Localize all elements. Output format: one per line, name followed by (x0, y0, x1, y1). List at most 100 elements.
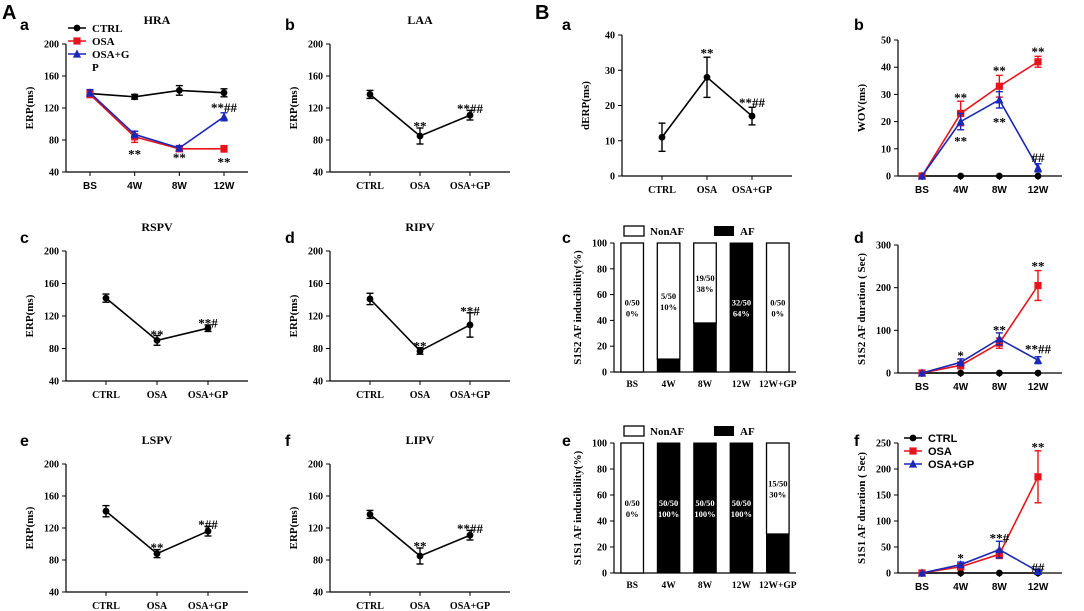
legend-marker (909, 434, 917, 442)
x-tick-label: 12W (732, 380, 752, 390)
data-point (131, 93, 139, 101)
x-tick-label: 8W (172, 181, 188, 192)
y-tick-label: 250 (876, 439, 891, 450)
x-tick-label: OSA+GP (188, 601, 228, 611)
significance-label: ## (1032, 150, 1046, 165)
significance-label: ** (1032, 258, 1045, 273)
x-tick-label: 12W+GP (759, 380, 797, 390)
bar-label-percent: 30% (769, 490, 786, 500)
bar-af (766, 533, 790, 574)
significance-label: **## (457, 101, 484, 116)
significance-label: ** (151, 327, 164, 342)
legend-swatch-af (714, 226, 734, 236)
y-tick-label: 0 (886, 369, 891, 380)
bar-nonaf (693, 242, 717, 324)
significance-label: ** (414, 539, 427, 554)
x-tick-label: OSA (410, 601, 431, 611)
significance-label: ** (173, 150, 186, 165)
panel-label: c (20, 230, 29, 247)
data-point (748, 112, 756, 120)
x-tick-label: 4W (661, 380, 676, 390)
data-point (102, 294, 110, 302)
bar-label-count: 50/50 (732, 498, 751, 508)
panel-label: e (562, 433, 571, 450)
data-point (1033, 163, 1043, 172)
data-point (1034, 369, 1042, 377)
significance-label: ** (414, 338, 427, 353)
significance-label: *## (198, 517, 218, 532)
y-axis-label: ERP(ms) (288, 506, 300, 549)
y-tick-label: 80 (313, 344, 323, 355)
significance-label: * (957, 348, 964, 363)
significance-label: ** (954, 134, 967, 149)
data-point (995, 545, 1004, 554)
legend-swatch-nonaf (623, 225, 645, 237)
y-tick-label: 40 (597, 316, 607, 327)
panel-label: d (854, 230, 864, 247)
y-tick-label: 200 (308, 247, 323, 258)
x-tick-label: CTRL (356, 390, 384, 401)
series-line (921, 98, 1039, 177)
bar-label-count: 0/50 (625, 498, 640, 508)
legend-marker (72, 49, 82, 58)
y-axis-label: S1S2 AF inducibility(%) (572, 250, 584, 365)
y-tick-label: 200 (876, 283, 891, 294)
y-tick-label: 100 (592, 239, 607, 250)
significance-label: ** (954, 90, 967, 105)
x-tick-label: 4W (661, 581, 676, 591)
chart-title: LIPV (406, 433, 435, 447)
data-point (917, 171, 927, 180)
bar-label-count: 50/50 (659, 498, 678, 508)
y-tick-label: 0 (886, 569, 891, 580)
chart-a-e: e LSPV 40 80 120 160 200 ERP(ms) CTRL OSA OSA+GP **… (20, 433, 248, 611)
data-point (219, 112, 229, 121)
data-point (703, 73, 711, 81)
x-tick-label: CTRL (648, 185, 676, 196)
legend-label: CTRL (92, 23, 123, 35)
x-tick-label: 12W (214, 181, 235, 192)
y-tick-label: 120 (308, 104, 323, 115)
data-point (995, 569, 1003, 577)
bar-label-percent: 100% (731, 509, 752, 519)
chart-a-f: f LIPV 40 80 120 160 200 ERP(ms) CTRL OSA OSA+GP **… (285, 433, 510, 611)
x-tick-label: OSA+GP (450, 601, 490, 611)
x-tick-label: CTRL (92, 390, 120, 401)
y-tick-label: 120 (44, 524, 59, 535)
bar-af (656, 358, 681, 373)
bar-label-percent: 0% (626, 309, 639, 319)
chart-a-a: a HRA 40 80 120 160 200 ERP(ms) BS 4W 8W 12W ** ** **#… (20, 13, 248, 192)
x-tick-label: 8W (992, 185, 1008, 196)
x-tick-label: 8W (698, 380, 713, 390)
chart-title: LAA (407, 13, 433, 27)
data-point (220, 145, 228, 153)
bar-af (729, 242, 754, 373)
x-tick-label: BS (915, 582, 929, 593)
data-point (956, 357, 965, 366)
y-tick-label: 120 (44, 312, 59, 323)
x-tick-label: 4W (127, 181, 143, 192)
data-point (1034, 473, 1042, 481)
y-tick-label: 100 (876, 517, 891, 528)
y-tick-label: 100 (876, 326, 891, 337)
panel-label: a (20, 17, 29, 34)
significance-label: **## (1025, 341, 1052, 356)
y-tick-label: 80 (597, 264, 607, 275)
x-tick-label: BS (83, 181, 97, 192)
y-tick-label: 40 (49, 377, 59, 388)
panel-label: e (20, 433, 29, 450)
significance-label: **# (198, 316, 218, 331)
x-tick-label: 4W (953, 582, 969, 593)
chart-b-c: c 0 20 40 60 80 100 S1S2 AF inducibility(%) BS 0/… (562, 225, 797, 390)
data-point (175, 143, 184, 152)
y-axis-label: S1S1 AF duration ( Sec) (856, 452, 868, 564)
panel-label: f (854, 433, 860, 450)
y-axis-label: ERP(ms) (288, 294, 300, 337)
bar-label-count: 5/50 (661, 291, 676, 301)
data-point (466, 111, 474, 119)
chart-b-d: d 0 100 200 300 S1S2 AF duration ( Sec) BS 4W 8W… (854, 230, 1062, 393)
data-point (366, 295, 374, 303)
significance-label: **## (457, 521, 484, 536)
x-tick-label: 12W (1028, 382, 1049, 393)
bar-af (693, 442, 717, 574)
significance-label: ** (1032, 440, 1045, 455)
